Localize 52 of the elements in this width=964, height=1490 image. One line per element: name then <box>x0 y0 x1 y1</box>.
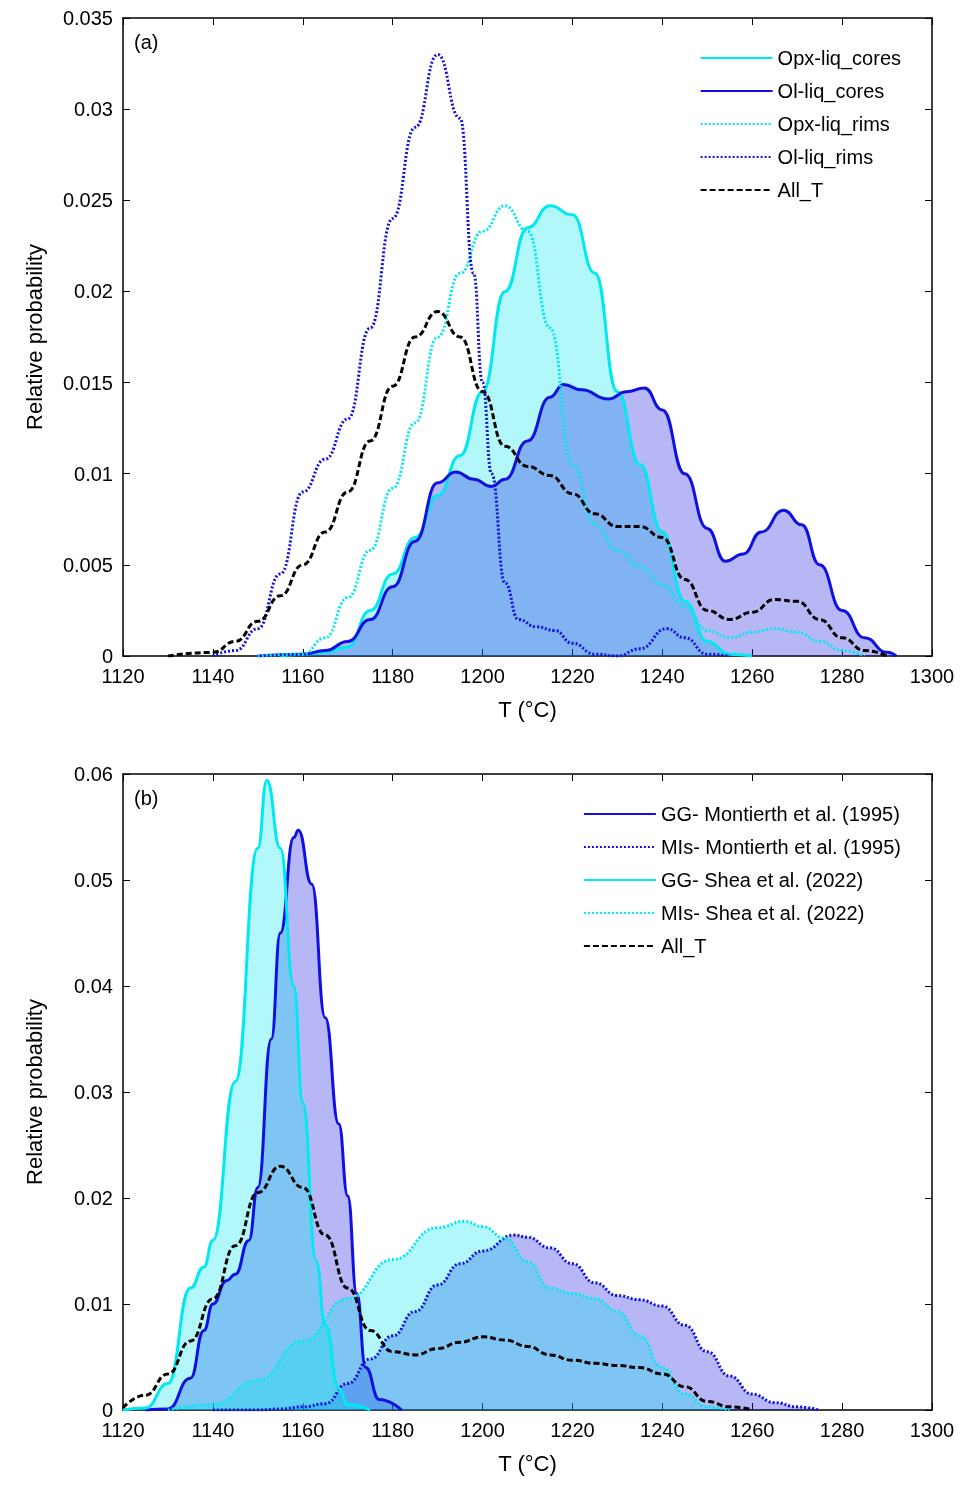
x-tick-label: 1180 <box>371 665 415 687</box>
x-tick-label: 1180 <box>371 1419 415 1441</box>
line-series <box>256 204 867 658</box>
y-axis-title: Relative probability <box>21 999 47 1185</box>
legend-label: Opx-liq_cores <box>777 47 902 70</box>
y-tick-label: 0.01 <box>74 1293 113 1315</box>
x-tick-label: 1240 <box>640 1419 685 1441</box>
x-tick-label: 1300 <box>909 665 955 687</box>
x-tick-label: 1160 <box>281 665 325 687</box>
annotation: (b) <box>134 787 159 809</box>
x-tick-label: 1300 <box>909 1419 955 1441</box>
x-tick-label: 1200 <box>460 665 505 687</box>
legend-label: MIs- Shea et al. (2022) <box>660 902 865 924</box>
y-tick-label: 0 <box>101 1399 113 1421</box>
legend-label: Ol-liq_cores <box>777 80 885 103</box>
x-tick-label: 1280 <box>819 1419 865 1441</box>
legend-label: GG- Shea et al. (2022) <box>660 869 864 891</box>
x-tick-label: 1220 <box>550 665 595 687</box>
y-tick-label: 0.05 <box>74 869 113 891</box>
y-tick-label: 0.04 <box>74 975 113 997</box>
y-tick-label: 0.03 <box>74 1081 113 1103</box>
y-tick-label: 0.025 <box>62 189 113 212</box>
y-tick-label: 0.005 <box>62 553 113 576</box>
x-tick-label: 1280 <box>819 665 865 687</box>
y-tick-label: 0.02 <box>74 280 113 303</box>
y-axis-title: Relative probability <box>21 244 47 430</box>
legend-label: Ol-liq_rims <box>777 146 874 169</box>
x-tick-label: 1220 <box>550 1419 595 1441</box>
legend-label: MIs- Montierth et al. (1995) <box>660 836 902 858</box>
x-tick-label: 1160 <box>281 1419 325 1441</box>
annotation: (a) <box>134 31 159 53</box>
x-tick-label: 1260 <box>729 665 775 687</box>
legend-label: Opx-liq_rims <box>777 113 890 136</box>
y-tick-label: 0.035 <box>62 7 113 29</box>
legend-label: All_T <box>777 179 824 202</box>
y-tick-label: 0 <box>101 645 113 667</box>
y-tick-label: 0.015 <box>62 371 113 394</box>
x-axis-title: T (°C) <box>498 696 557 722</box>
x-tick-label: 1260 <box>729 1419 775 1441</box>
x-tick-label: 1140 <box>191 1419 235 1441</box>
y-tick-label: 0.01 <box>74 462 113 485</box>
legend-label: All_T <box>660 935 707 958</box>
y-tick-label: 0.02 <box>74 1187 113 1209</box>
x-tick-label: 1140 <box>191 665 235 687</box>
y-tick-label: 0.06 <box>74 763 113 785</box>
x-tick-label: 1240 <box>640 665 685 687</box>
y-tick-label: 0.03 <box>74 98 113 121</box>
legend-label: GG- Montierth et al. (1995) <box>660 803 900 825</box>
x-axis-title: T (°C) <box>498 1450 557 1476</box>
x-tick-label: 1200 <box>460 1419 505 1441</box>
x-tick-label: 1120 <box>101 665 145 687</box>
x-tick-label: 1120 <box>101 1419 145 1441</box>
